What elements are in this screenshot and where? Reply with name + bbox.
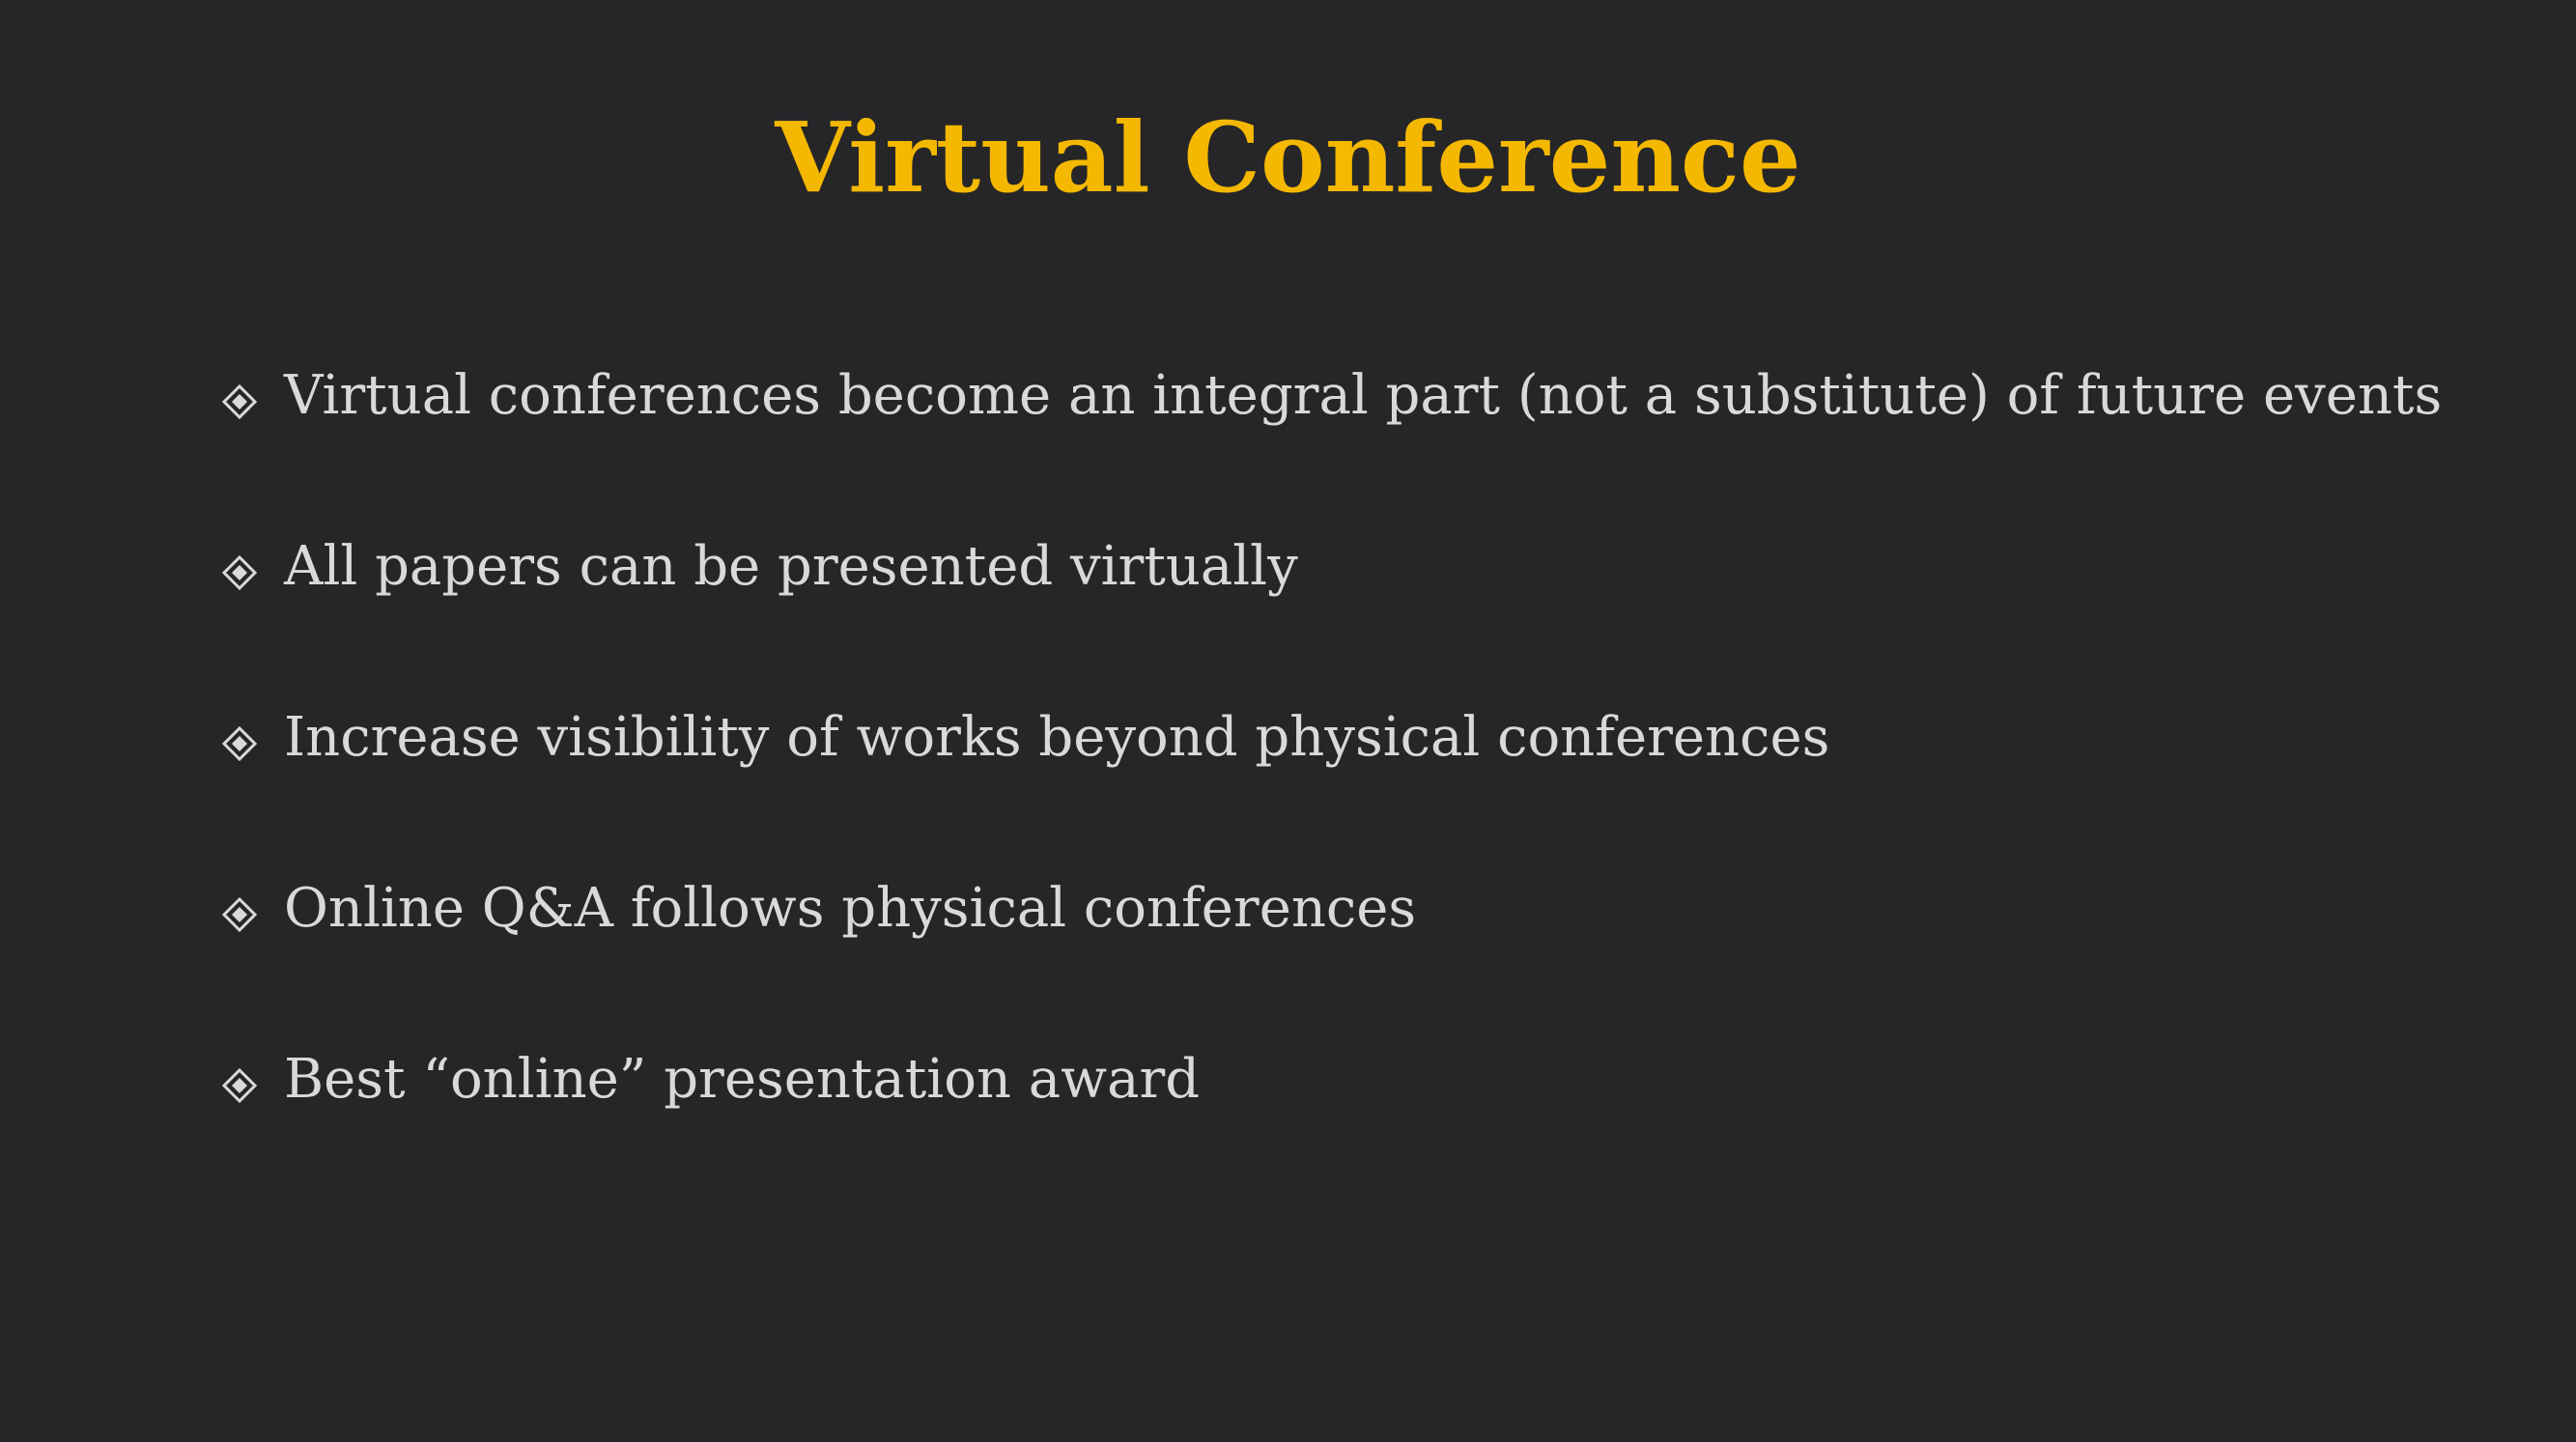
list-item: Best “online” presentation award — [222, 1039, 2442, 1210]
bullet-text: Increase visibility of works beyond phys… — [284, 697, 1829, 778]
bullet-text: All papers can be presented virtually — [284, 526, 1298, 608]
bullet-list: Virtual conferences become an integral p… — [222, 355, 2442, 1210]
slide-title: Virtual Conference — [0, 85, 2576, 230]
diamond-bullet-icon — [222, 726, 257, 761]
bullet-text: Best “online” presentation award — [284, 1039, 1200, 1120]
diamond-bullet-icon — [222, 1068, 257, 1103]
diamond-bullet-icon — [222, 384, 257, 419]
list-item: Virtual conferences become an integral p… — [222, 355, 2442, 526]
list-item: Online Q&A follows physical conferences — [222, 868, 2442, 1039]
diamond-bullet-icon — [222, 897, 257, 932]
list-item: Increase visibility of works beyond phys… — [222, 697, 2442, 868]
list-item: All papers can be presented virtually — [222, 526, 2442, 697]
diamond-bullet-icon — [222, 555, 257, 590]
bullet-text: Online Q&A follows physical conferences — [284, 868, 1416, 949]
bullet-text: Virtual conferences become an integral p… — [284, 355, 2442, 437]
